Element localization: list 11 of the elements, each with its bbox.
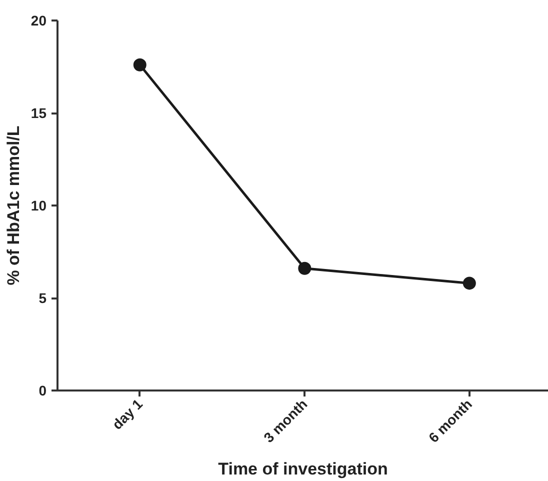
y-tick-label: 10 <box>30 198 47 214</box>
y-tick-label: 5 <box>38 290 47 306</box>
y-tick-label: 0 <box>38 382 47 398</box>
y-tick-label: 15 <box>30 105 47 121</box>
y-axis-title: % of HbA1c mmol/L <box>4 126 23 286</box>
x-tick-label: day 1 <box>108 396 146 432</box>
x-axis-title: Time of investigation <box>218 459 388 478</box>
point <box>298 262 312 275</box>
point <box>133 58 146 72</box>
point <box>462 276 476 290</box>
y-tick-label: 20 <box>30 12 47 28</box>
